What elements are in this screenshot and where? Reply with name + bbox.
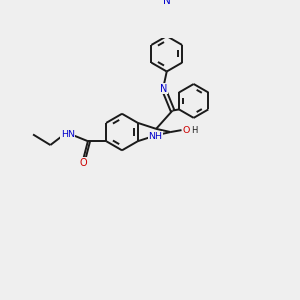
Text: O: O xyxy=(80,158,87,168)
Text: O: O xyxy=(182,126,190,135)
Text: H: H xyxy=(191,127,197,136)
Text: HN: HN xyxy=(61,130,75,139)
Text: NH: NH xyxy=(148,132,162,141)
Text: N: N xyxy=(160,83,167,94)
Text: N: N xyxy=(163,0,171,6)
